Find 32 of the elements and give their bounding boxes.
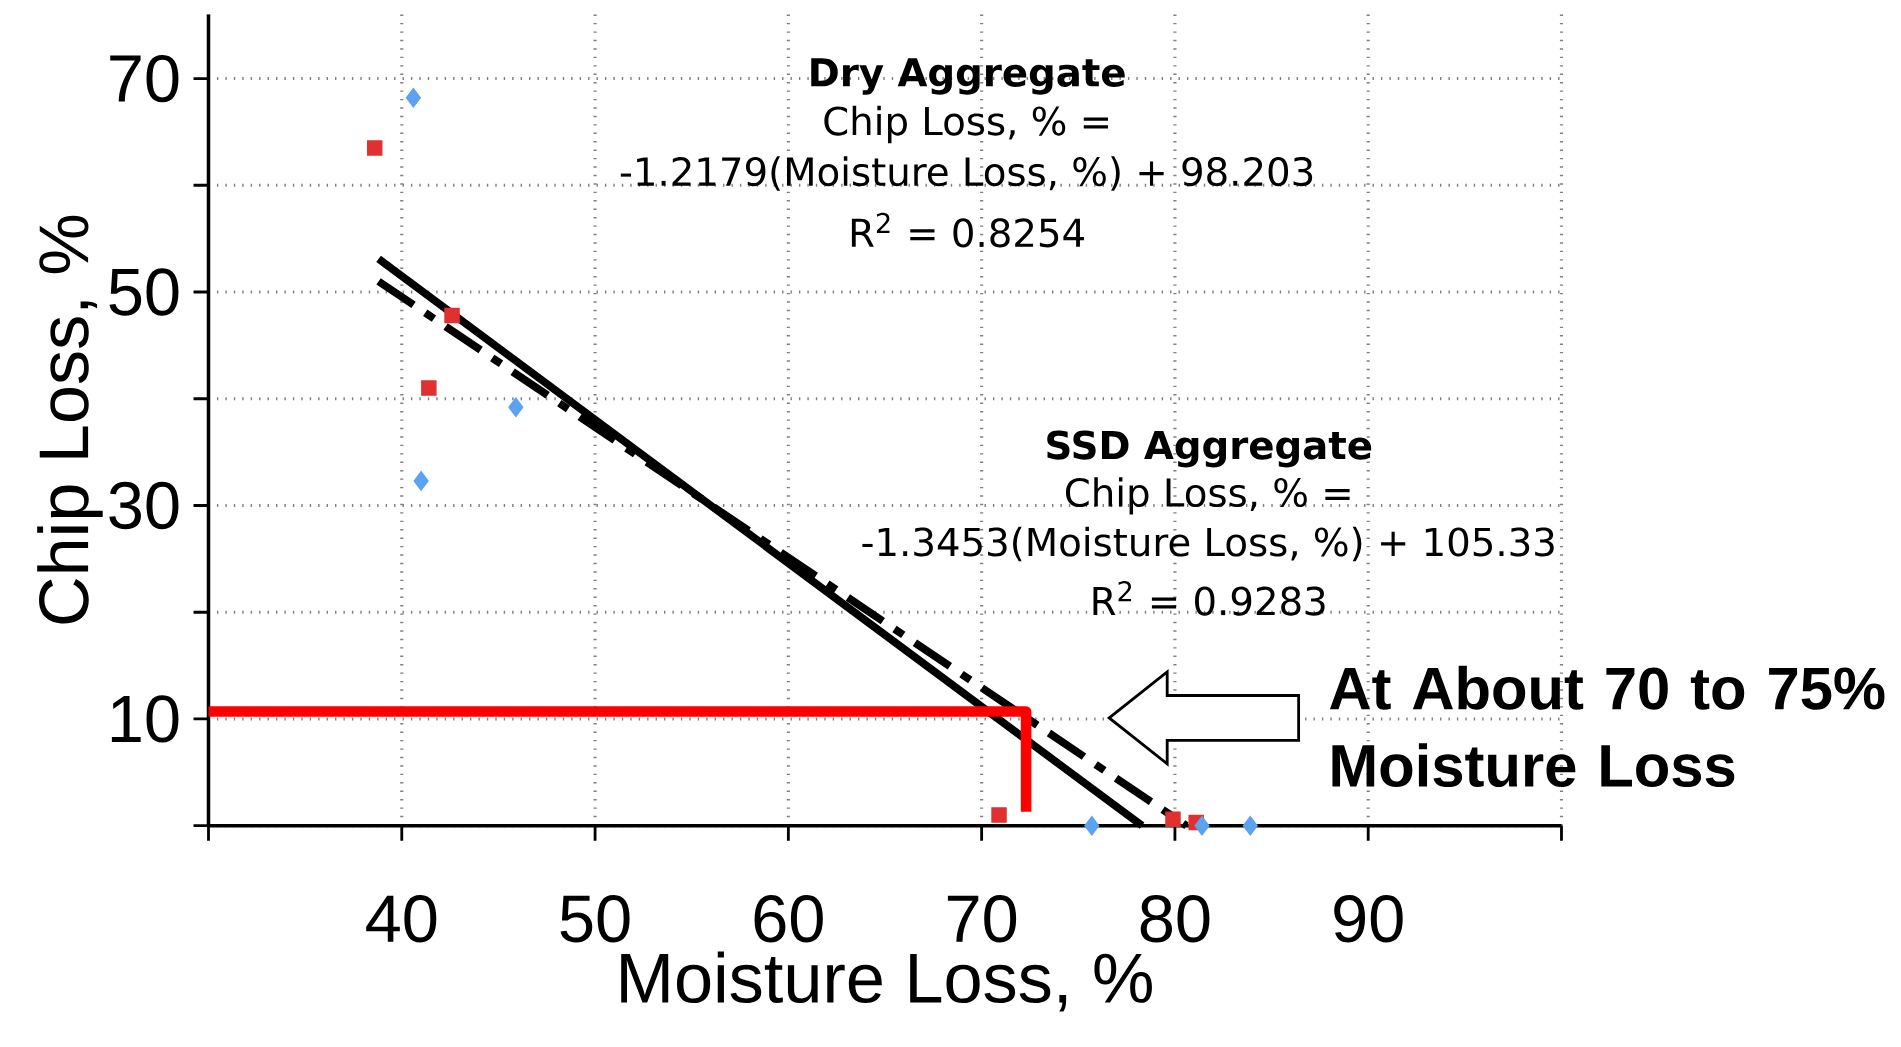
point (1084, 815, 1100, 836)
point (413, 471, 429, 491)
annotation: -1.3453(Moisture Loss, %) + 105.33 (862, 526, 1554, 562)
x-tick-label: 80 (1140, 895, 1210, 943)
point (1165, 811, 1181, 828)
point (1194, 815, 1210, 836)
annotation: R$^{2}$ = 0.9283 (1093, 581, 1325, 616)
point (508, 397, 524, 418)
x-tick-label: 70 (947, 895, 1017, 943)
point (1242, 815, 1258, 836)
x-tick-label: 40 (366, 895, 437, 943)
point (366, 140, 383, 156)
annotation: Chip Loss, % = (1065, 477, 1350, 515)
y-tick-label: 30 (109, 481, 179, 530)
point (405, 87, 421, 108)
x-tick-label: 90 (1334, 895, 1403, 943)
y-tick-label: 10 (111, 695, 179, 743)
x-tick-label: 50 (560, 895, 630, 943)
point (991, 807, 1007, 823)
point (421, 380, 437, 396)
y-axis-title: Chip Loss, % (37, 215, 103, 624)
annotation: -1.2179(Moisture Loss, %) + 98.203 (620, 156, 1313, 191)
x-tick-label: 60 (754, 895, 823, 943)
y-tick-label: 70 (110, 54, 179, 103)
annotation: At About 70 to 75% Moisture Loss (1329, 665, 1885, 788)
annotation: SSD Aggregate (1047, 430, 1372, 468)
annotation: Chip Loss, % = (824, 105, 1108, 144)
y-tick-label: 50 (109, 268, 179, 316)
annotation: Dry Aggregate (811, 58, 1125, 95)
x-axis-title: Moisture Loss, % (621, 951, 1152, 1012)
annotation: R$^{2}$ = 0.8254 (851, 212, 1084, 248)
point (444, 307, 460, 324)
